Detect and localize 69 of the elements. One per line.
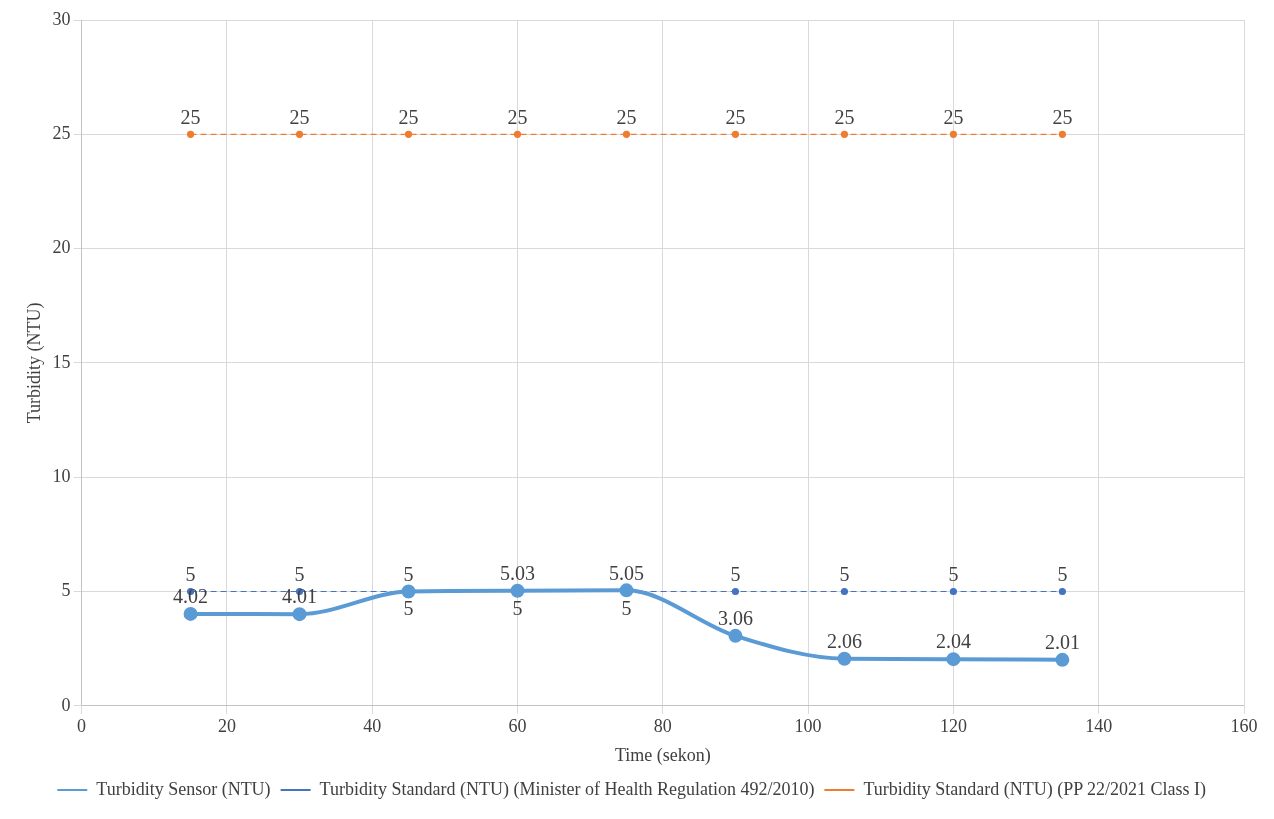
x-axis-title: Time (sekon) — [614, 744, 711, 766]
data-label: 25 — [289, 105, 310, 128]
data-label: 5 — [294, 562, 305, 585]
data-label: 25 — [398, 105, 419, 128]
data-label: 5.03 — [500, 562, 535, 585]
point — [728, 628, 743, 643]
data-label: 25 — [180, 105, 201, 128]
data-label: 5 — [403, 562, 414, 585]
point — [731, 587, 740, 596]
x-tick-label: 100 — [794, 716, 822, 737]
point — [622, 130, 631, 138]
x-tick-label: 160 — [1230, 716, 1258, 737]
y-tick-label: 15 — [52, 351, 71, 372]
point — [404, 130, 413, 138]
point — [949, 587, 957, 596]
data-label: 25 — [1052, 105, 1073, 128]
point — [949, 130, 957, 138]
data-label: 5 — [512, 596, 523, 619]
point — [513, 130, 522, 138]
point — [186, 130, 195, 138]
data-label: 2.06 — [826, 629, 862, 652]
y-tick-label: 30 — [52, 8, 71, 29]
legend-label: Turbidity Sensor (NTU) — [96, 778, 271, 800]
point — [731, 130, 740, 138]
y-tick-label: 20 — [52, 237, 71, 258]
data-label: 3.06 — [717, 607, 753, 630]
data-label: 5 — [185, 562, 196, 585]
data-label: 25 — [725, 105, 746, 128]
y-tick-label: 25 — [52, 123, 71, 144]
data-label: 5 — [730, 562, 741, 585]
point — [292, 607, 307, 622]
point — [946, 652, 961, 667]
data-label: 2.01 — [1044, 631, 1080, 654]
legend-label: Turbidity Standard (NTU) (PP 22/2021 Class I) — [863, 778, 1207, 800]
data-label: 5 — [1057, 562, 1068, 585]
data-label: 4.02 — [173, 585, 209, 608]
point — [1058, 130, 1066, 138]
data-label: 5 — [948, 562, 959, 585]
data-label: 5 — [621, 596, 632, 619]
x-tick-label: 80 — [653, 716, 672, 737]
x-tick-label: 60 — [508, 716, 527, 737]
data-label: 5 — [839, 562, 850, 585]
x-tick-label: 120 — [939, 716, 967, 737]
x-tick-label: 0 — [77, 716, 87, 737]
data-label: 2.04 — [935, 630, 971, 653]
data-label: 5.05 — [608, 561, 644, 584]
point — [840, 130, 849, 138]
y-tick-label: 10 — [52, 465, 71, 486]
point — [295, 130, 304, 138]
y-tick-label: 0 — [61, 694, 71, 715]
point — [619, 583, 634, 598]
point — [837, 651, 852, 666]
data-label: 25 — [507, 105, 528, 128]
x-tick-label: 40 — [363, 716, 382, 737]
point — [840, 587, 849, 596]
point — [510, 583, 525, 598]
y-tick-label: 5 — [61, 580, 71, 601]
x-tick-label: 140 — [1085, 716, 1113, 737]
data-label: 5 — [403, 596, 414, 619]
point — [183, 606, 198, 621]
point — [1055, 652, 1070, 667]
data-label: 4.01 — [282, 585, 318, 608]
data-label: 25 — [834, 105, 855, 128]
x-tick-label: 20 — [217, 716, 236, 737]
data-label: 25 — [943, 105, 964, 128]
point — [1058, 587, 1066, 596]
y-axis-title: Turbidity (NTU) — [23, 302, 45, 424]
data-label: 25 — [616, 105, 637, 128]
legend-label: Turbidity Standard (NTU) (Minister of Health Regulation 492/2010) — [319, 778, 815, 800]
